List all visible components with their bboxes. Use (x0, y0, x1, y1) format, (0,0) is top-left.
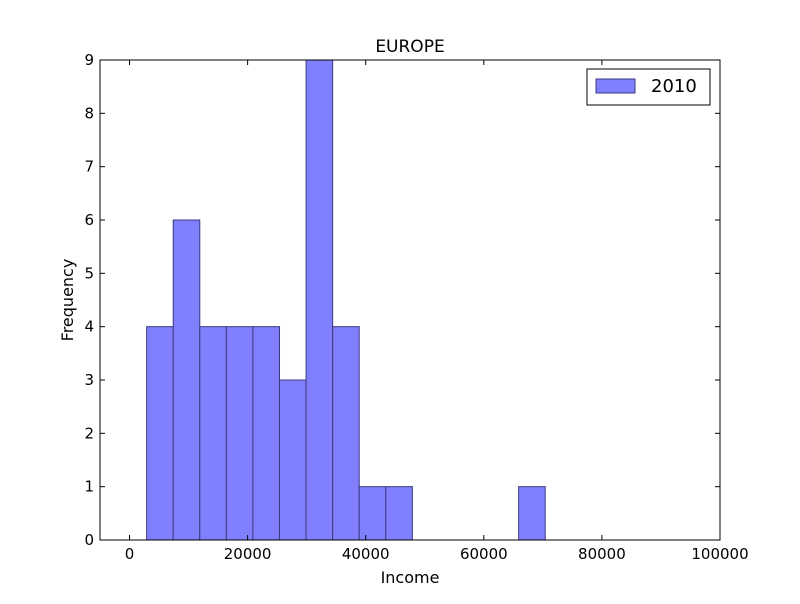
histogram-bar-0 (146, 326, 174, 541)
histogram-bar-8 (358, 486, 387, 541)
legend: 2010 (586, 68, 711, 106)
y-tick-label: 9 (84, 51, 94, 69)
y-tick-label: 3 (84, 371, 94, 389)
x-tick-label: 0 (125, 545, 135, 563)
x-tick-label: 100000 (691, 545, 748, 563)
y-axis-label: Frequency (58, 259, 77, 342)
histogram-bar-4 (252, 326, 281, 541)
x-tick-label: 60000 (460, 545, 508, 563)
histogram-bar-3 (225, 326, 254, 541)
histogram-bar-5 (279, 379, 307, 541)
histogram-bar-2 (199, 326, 227, 541)
y-tick-label: 0 (84, 531, 94, 549)
histogram-bar-6 (305, 59, 334, 541)
ticks-layer: 0 20000 40000 60000 80000 100000 0 1 2 3 4 5 6 7 8 9 (84, 51, 748, 563)
y-tick-label: 4 (84, 318, 94, 336)
y-tick-label: 1 (84, 478, 94, 496)
chart-title: EUROPE (375, 37, 444, 57)
legend-label: 2010 (651, 76, 697, 97)
histogram-bar-7 (332, 326, 360, 541)
bars-layer (146, 59, 546, 541)
x-axis-label: Income (381, 568, 440, 587)
histogram-bar-9 (385, 486, 413, 541)
histogram-bar-1 (172, 219, 201, 541)
y-tick-label: 8 (84, 104, 94, 122)
y-tick-label: 7 (84, 158, 94, 176)
histogram-bar-14 (518, 486, 546, 541)
x-tick-label: 20000 (224, 545, 272, 563)
x-tick-label: 80000 (578, 545, 626, 563)
x-tick-label: 40000 (342, 545, 390, 563)
y-tick-label: 2 (84, 424, 94, 442)
y-tick-label: 5 (84, 264, 94, 282)
y-tick-label: 6 (84, 211, 94, 229)
plot-frame (99, 59, 721, 541)
legend-swatch (595, 78, 636, 94)
